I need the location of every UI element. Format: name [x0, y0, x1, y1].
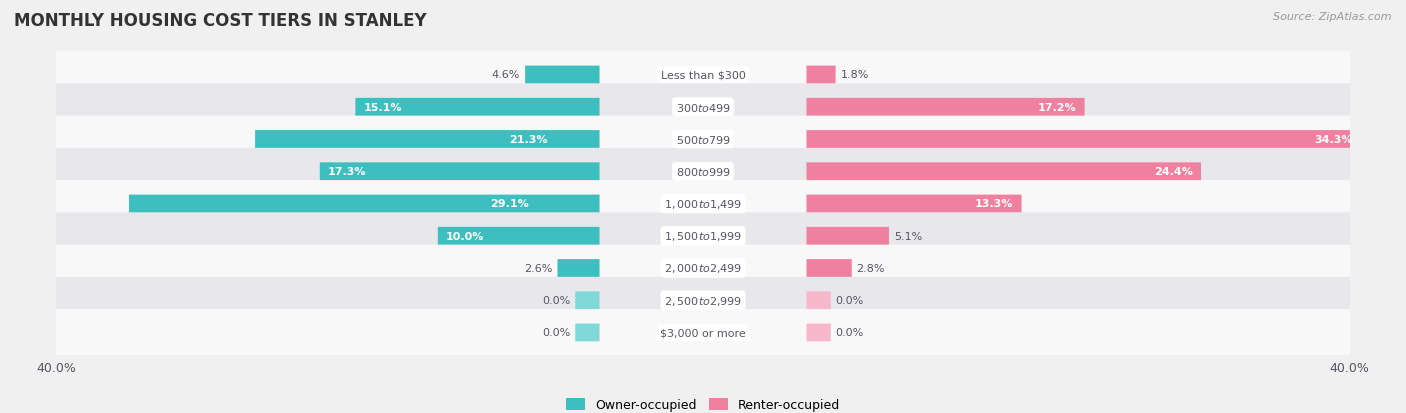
- Text: $2,500 to $2,999: $2,500 to $2,999: [664, 294, 742, 307]
- FancyBboxPatch shape: [129, 195, 599, 213]
- FancyBboxPatch shape: [356, 99, 599, 116]
- Text: 0.0%: 0.0%: [835, 328, 863, 338]
- Text: 2.6%: 2.6%: [524, 263, 553, 273]
- Text: $300 to $499: $300 to $499: [675, 102, 731, 114]
- FancyBboxPatch shape: [807, 292, 831, 309]
- FancyBboxPatch shape: [52, 180, 1354, 227]
- Text: $800 to $999: $800 to $999: [675, 166, 731, 178]
- FancyBboxPatch shape: [52, 213, 1354, 259]
- Text: $1,000 to $1,499: $1,000 to $1,499: [664, 197, 742, 211]
- Text: 4.6%: 4.6%: [492, 70, 520, 80]
- Text: Less than $300: Less than $300: [661, 70, 745, 80]
- FancyBboxPatch shape: [319, 163, 599, 180]
- Text: MONTHLY HOUSING COST TIERS IN STANLEY: MONTHLY HOUSING COST TIERS IN STANLEY: [14, 12, 426, 30]
- Text: 0.0%: 0.0%: [835, 296, 863, 306]
- FancyBboxPatch shape: [575, 324, 599, 342]
- FancyBboxPatch shape: [807, 163, 1201, 180]
- FancyBboxPatch shape: [807, 99, 1084, 116]
- Text: 15.1%: 15.1%: [363, 102, 402, 112]
- FancyBboxPatch shape: [52, 149, 1354, 195]
- FancyBboxPatch shape: [52, 84, 1354, 131]
- FancyBboxPatch shape: [807, 66, 835, 84]
- FancyBboxPatch shape: [52, 309, 1354, 356]
- FancyBboxPatch shape: [807, 227, 889, 245]
- Text: 21.3%: 21.3%: [509, 135, 548, 145]
- Text: 17.2%: 17.2%: [1038, 102, 1077, 112]
- Text: $500 to $799: $500 to $799: [675, 134, 731, 146]
- FancyBboxPatch shape: [254, 131, 599, 149]
- Text: 10.0%: 10.0%: [446, 231, 484, 241]
- Text: 5.1%: 5.1%: [894, 231, 922, 241]
- FancyBboxPatch shape: [807, 195, 1022, 213]
- Text: $2,000 to $2,499: $2,000 to $2,499: [664, 262, 742, 275]
- Text: 17.3%: 17.3%: [328, 167, 367, 177]
- Text: 0.0%: 0.0%: [543, 296, 571, 306]
- FancyBboxPatch shape: [52, 116, 1354, 163]
- FancyBboxPatch shape: [52, 52, 1354, 99]
- Text: 29.1%: 29.1%: [491, 199, 529, 209]
- FancyBboxPatch shape: [52, 245, 1354, 292]
- FancyBboxPatch shape: [807, 324, 831, 342]
- Text: $3,000 or more: $3,000 or more: [661, 328, 745, 338]
- Text: Source: ZipAtlas.com: Source: ZipAtlas.com: [1274, 12, 1392, 22]
- Text: 24.4%: 24.4%: [1154, 167, 1192, 177]
- Text: 34.3%: 34.3%: [1315, 135, 1353, 145]
- FancyBboxPatch shape: [575, 292, 599, 309]
- FancyBboxPatch shape: [807, 259, 852, 277]
- Text: $1,500 to $1,999: $1,500 to $1,999: [664, 230, 742, 242]
- Text: 1.8%: 1.8%: [841, 70, 869, 80]
- Text: 0.0%: 0.0%: [543, 328, 571, 338]
- Text: 13.3%: 13.3%: [976, 199, 1014, 209]
- Legend: Owner-occupied, Renter-occupied: Owner-occupied, Renter-occupied: [561, 393, 845, 413]
- FancyBboxPatch shape: [558, 259, 599, 277]
- FancyBboxPatch shape: [52, 277, 1354, 324]
- FancyBboxPatch shape: [526, 66, 599, 84]
- Text: 2.8%: 2.8%: [856, 263, 886, 273]
- FancyBboxPatch shape: [437, 227, 599, 245]
- FancyBboxPatch shape: [807, 131, 1361, 149]
